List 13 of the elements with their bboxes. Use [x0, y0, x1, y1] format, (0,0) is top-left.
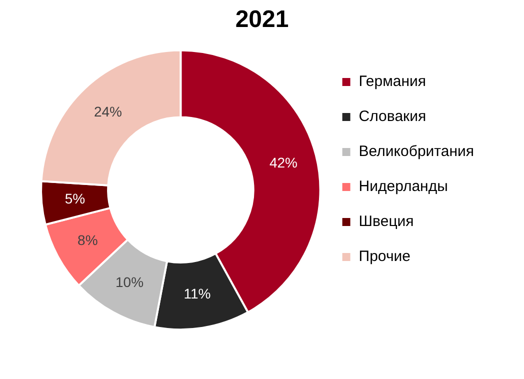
data-label: 5% — [64, 190, 86, 207]
data-label: 10% — [116, 274, 144, 290]
legend-label: Великобритания — [358, 143, 474, 160]
data-label: 42% — [269, 154, 298, 170]
legend-label: Прочие — [358, 248, 410, 266]
legend-label: Нидерланды — [358, 178, 448, 196]
data-label: 24% — [94, 103, 122, 120]
data-label: 11% — [184, 286, 211, 302]
chart-title: 2021 — [235, 6, 289, 34]
legend-label: Швеция — [358, 213, 414, 230]
legend-label: Германия — [358, 73, 426, 90]
data-label: 8% — [78, 232, 98, 248]
legend-label: Словакия — [358, 108, 426, 126]
